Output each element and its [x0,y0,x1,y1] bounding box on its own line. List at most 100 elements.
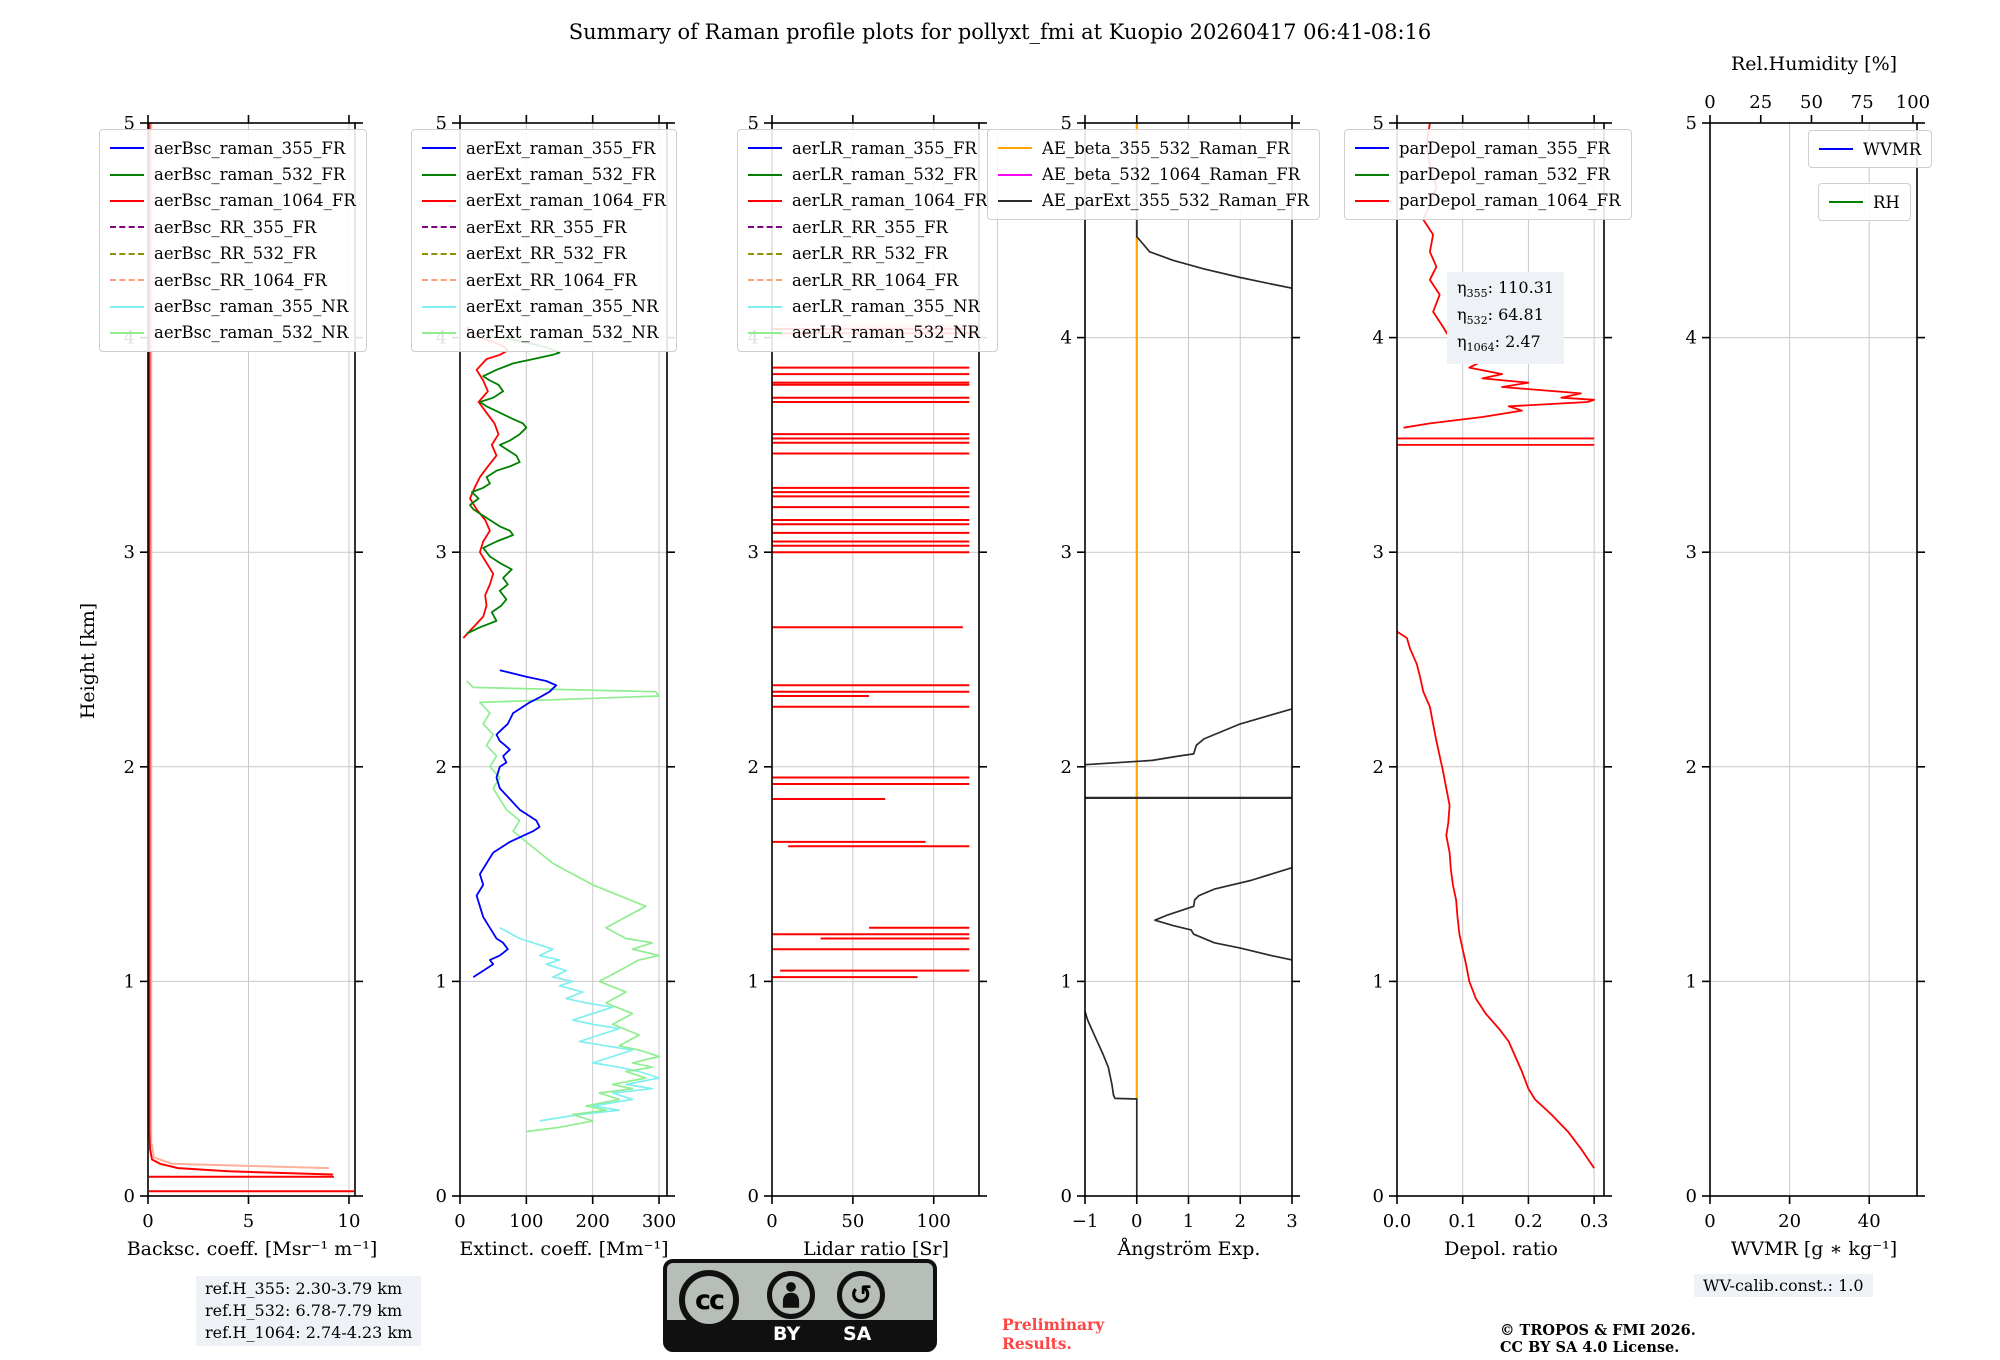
legend-label: aerLR_RR_532_FR [792,244,948,264]
svg-text:5: 5 [748,113,759,134]
svg-text:3: 3 [124,542,135,563]
legend-line-sample [1355,173,1389,176]
legend-extinction: aerExt_raman_355_FR aerExt_raman_532_FR ae… [411,129,677,353]
legend-label: aerExt_RR_532_FR [466,244,627,264]
legend-line-sample [110,331,144,334]
eta-355-row: η355: 110.31 [1457,278,1555,301]
legend-line-sample [422,279,456,282]
cc-icon: cc [679,1270,739,1330]
reference-height-annotation: ref.H_355: 2.30-3.79 km ref.H_532: 6.78-… [196,1276,422,1346]
legend-label: aerLR_raman_355_FR [792,138,977,158]
legend-item: aerExt_raman_1064_FR [422,188,666,214]
svg-text:0: 0 [1131,1211,1142,1232]
legend-item: aerBsc_raman_355_NR [110,293,356,319]
legend-item: aerExt_raman_355_FR [422,135,666,161]
legend-line-sample [748,147,782,150]
svg-text:0: 0 [454,1211,465,1232]
legend-line-sample [110,279,144,282]
svg-text:3: 3 [436,542,447,563]
svg-text:−1: −1 [1072,1211,1099,1232]
page-title: Summary of Raman profile plots for polly… [568,20,1432,44]
legend-line-sample [748,252,782,255]
legend-label: aerBsc_raman_532_NR [154,323,349,343]
svg-text:5: 5 [1686,113,1697,134]
svg-text:100: 100 [917,1211,951,1232]
legend-item: aerExt_RR_1064_FR [422,267,666,293]
legend-item: aerBsc_raman_532_FR [110,161,356,187]
svg-text:3: 3 [748,542,759,563]
svg-text:1: 1 [1373,971,1384,992]
svg-text:20: 20 [1778,1211,1801,1232]
svg-text:100: 100 [1896,92,1930,113]
legend-label: aerBsc_raman_355_NR [154,297,349,317]
legend-line-sample [110,199,144,202]
cc-by-label: BY [773,1323,801,1345]
svg-text:3: 3 [1061,542,1072,563]
legend-item: AE_beta_532_1064_Raman_FR [998,161,1309,187]
svg-text:2: 2 [748,757,759,778]
legend-label: AE_beta_532_1064_Raman_FR [1042,165,1301,185]
svg-text:2: 2 [436,757,447,778]
legend-item: AE_beta_355_532_Raman_FR [998,135,1309,161]
legend-item: aerLR_raman_355_FR [748,135,987,161]
legend-line-sample [748,173,782,176]
legend-line-sample [998,173,1032,176]
legend-line-sample [422,199,456,202]
legend-line-sample [110,305,144,308]
svg-text:0: 0 [1686,1186,1697,1207]
svg-text:0: 0 [748,1186,759,1207]
svg-text:4: 4 [1061,328,1072,349]
svg-text:2: 2 [1686,757,1697,778]
svg-text:100: 100 [509,1211,543,1232]
svg-text:0: 0 [124,1186,135,1207]
depol-calibration-annotation: η355: 110.31 η532: 64.81 η1064: 2.47 [1447,272,1565,364]
svg-text:1: 1 [748,971,759,992]
legend-item: aerExt_RR_532_FR [422,241,666,267]
svg-text:25: 25 [1749,92,1772,113]
legend-line-sample [110,173,144,176]
legend-line-sample [1829,201,1863,204]
svg-text:1: 1 [1183,1211,1194,1232]
legend-line-sample [748,226,782,229]
legend-item: AE_parExt_355_532_Raman_FR [998,188,1309,214]
svg-text:75: 75 [1851,92,1874,113]
legend-label: aerBsc_RR_355_FR [154,217,317,237]
legend-item: aerBsc_RR_355_FR [110,214,356,240]
y-axis-label: Height [km] [77,602,99,720]
svg-text:50: 50 [841,1211,864,1232]
legend-label: aerBsc_RR_532_FR [154,244,317,264]
legend-depol: parDepol_raman_355_FR parDepol_raman_532_… [1344,129,1632,221]
svg-text:0.3: 0.3 [1580,1211,1609,1232]
legend-label: aerBsc_raman_532_FR [154,165,346,185]
legend-rh: RH [1818,183,1911,222]
svg-text:1: 1 [436,971,447,992]
share-alike-arrow-icon: ↺ [837,1271,885,1319]
svg-text:3: 3 [1373,542,1384,563]
svg-text:3: 3 [1286,1211,1297,1232]
svg-text:4: 4 [1373,328,1384,349]
svg-text:1: 1 [1061,971,1072,992]
svg-text:2: 2 [124,757,135,778]
eta-532-row: η532: 64.81 [1457,305,1544,328]
legend-line-sample [1355,199,1389,202]
legend-item: aerExt_raman_532_FR [422,161,666,187]
legend-item: aerLR_raman_532_NR [748,320,987,346]
legend-line-sample [422,252,456,255]
refh-1064: ref.H_1064: 2.74-4.23 km [205,1323,413,1342]
svg-text:5: 5 [1373,113,1384,134]
svg-text:0.2: 0.2 [1514,1211,1543,1232]
legend-label: AE_parExt_355_532_Raman_FR [1042,191,1310,211]
legend-label: aerLR_raman_532_FR [792,165,977,185]
legend-line-sample [748,331,782,334]
svg-text:2: 2 [1235,1211,1246,1232]
copyright-note: © TROPOS & FMI 2026. CC BY SA 4.0 Licens… [1500,1322,1696,1356]
legend-item: aerExt_raman_355_NR [422,293,666,319]
legend-line-sample [110,252,144,255]
legend-item: aerBsc_raman_355_FR [110,135,356,161]
svg-text:5: 5 [436,113,447,134]
refh-532: ref.H_532: 6.78-7.79 km [205,1301,403,1320]
svg-text:10: 10 [338,1211,361,1232]
